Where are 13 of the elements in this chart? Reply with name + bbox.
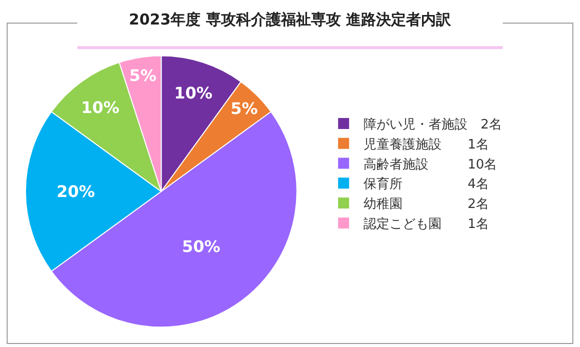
data-label: 5% [129,66,156,86]
legend-label: 幼稚園 2名 [364,197,489,212]
legend-label: 高齢者施設 10名 [364,156,498,172]
legend-label: 児童養護施設 1名 [364,136,489,152]
legend-label: 保育所 4名 [364,176,489,192]
chart-title: 2023年度 専攻科介護福祉専攻 進路決定者内訳 [128,10,452,28]
data-label: 20% [56,182,95,201]
data-label: 5% [230,99,258,118]
data-label: 50% [182,236,220,256]
legend-label: 認定こども園 1名 [364,217,489,232]
data-label: 10% [81,98,120,118]
data-label: 10% [174,83,212,102]
legend-label: 障がい児・者施設 2名 [364,118,502,133]
